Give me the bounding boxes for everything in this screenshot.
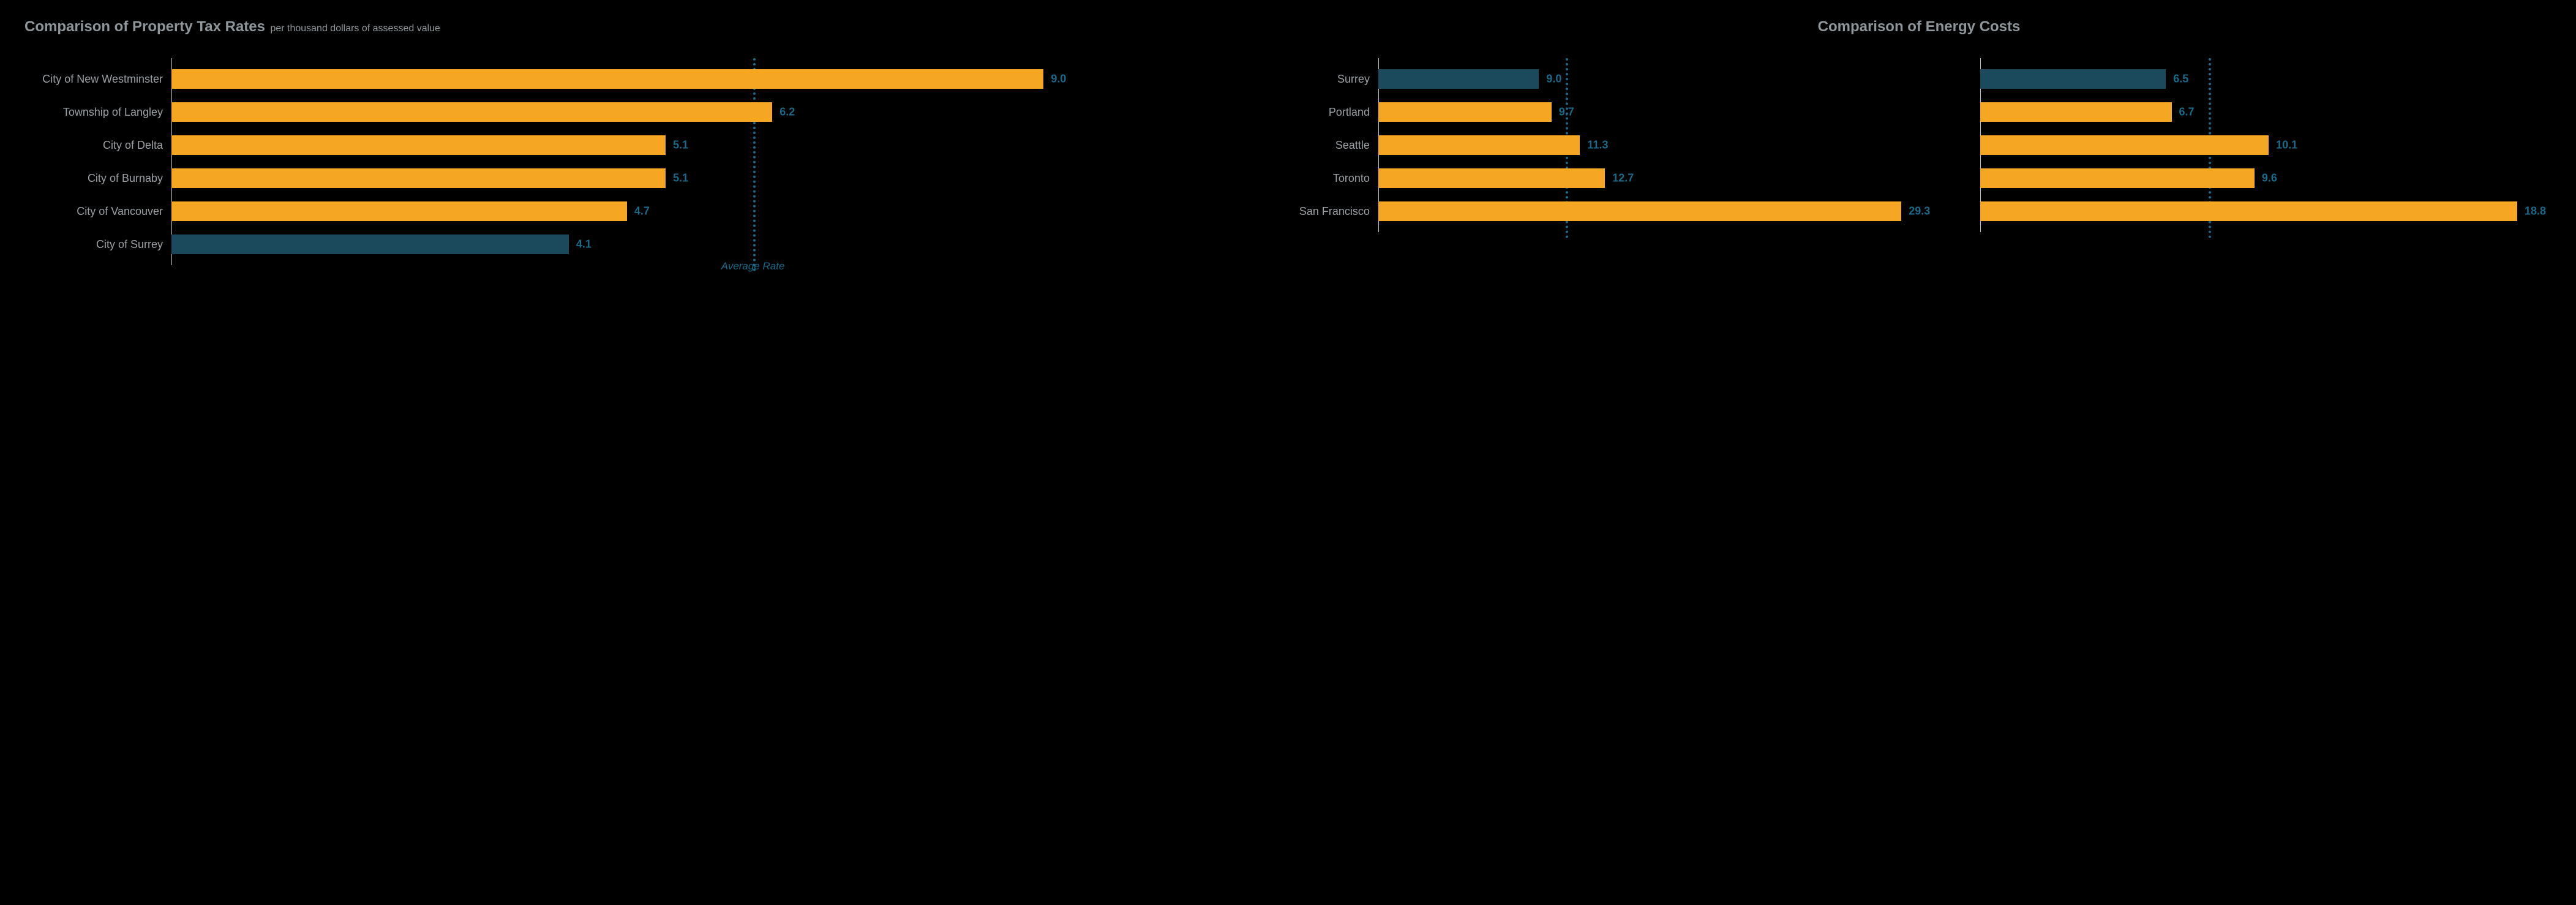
tax-chart: City of New Westminster 9.0 Township of La… [24,69,1237,254]
energy-bar [1980,168,2255,188]
tax-bar-area: 5.1 [171,168,1237,188]
tax-title: Comparison of Property Tax Rates [24,18,265,35]
energy-labels-col: Surrey Portland Seattle Toronto San Francisc… [1286,69,1378,221]
energy-row-label: San Francisco [1286,201,1378,221]
tax-rates-panel: Comparison of Property Tax Rates per tho… [24,18,1237,268]
energy-row: 11.3 [1378,135,1950,155]
energy-bar [1378,102,1552,122]
tax-value: 5.1 [673,172,688,185]
tax-subtitle: per thousand dollars of assessed value [270,23,440,34]
tax-row: City of New Westminster 9.0 [24,69,1237,89]
tax-row-label: City of Vancouver [24,205,171,218]
tax-bar [171,168,666,188]
tax-row: City of Surrey 4.1 [24,235,1237,254]
tax-average-label: Average Rate [721,260,785,272]
tax-bar-area: 5.1 [171,135,1237,155]
tax-row: City of Vancouver 4.7 [24,201,1237,221]
tax-row-label: Township of Langley [24,106,171,119]
energy-row: 9.0 [1378,69,1950,89]
energy-value: 12.7 [1612,172,1634,185]
energy-value: 18.8 [2525,205,2546,218]
energy-bar-highlight [1980,69,2166,89]
tax-bar [171,69,1043,89]
energy-bar [1378,135,1580,155]
energy-value: 9.6 [2262,172,2277,185]
energy-value: 11.3 [1587,139,1608,152]
energy-value: 10.1 [2276,139,2297,152]
energy-value: 6.5 [2173,73,2188,86]
tax-row: City of Delta 5.1 [24,135,1237,155]
tax-bar-area: 9.0 [171,69,1237,89]
energy-bar [1980,135,2269,155]
energy-bar [1980,201,2517,221]
tax-bar [171,102,772,122]
energy-row: 18.8 [1980,201,2552,221]
tax-bar-highlight [171,235,569,254]
tax-row-label: City of Delta [24,139,171,152]
energy-chart: Surrey Portland Seattle Toronto San Francisc… [1286,69,2552,221]
energy-row-label: Surrey [1286,69,1378,89]
tax-row-label: City of Surrey [24,238,171,251]
energy-row-label: Seattle [1286,135,1378,155]
energy-bar [1378,168,1605,188]
energy-row: 29.3 [1378,201,1950,221]
tax-row: City of Burnaby 5.1 [24,168,1237,188]
tax-bar [171,135,666,155]
tax-bar-area: 4.7 [171,201,1237,221]
energy-subchart-1: 9.0 9.7 11.3 12.7 29.3 [1378,69,1950,221]
energy-row: 12.7 [1378,168,1950,188]
tax-row-label: City of New Westminster [24,73,171,86]
tax-value: 4.1 [576,238,591,251]
tax-value: 6.2 [779,106,795,119]
energy-bar-highlight [1378,69,1539,89]
energy-costs-panel: Comparison of Energy Costs Surrey Portlan… [1286,18,2552,268]
energy-row: 6.5 [1980,69,2552,89]
energy-value: 6.7 [2179,106,2195,119]
energy-subchart-2: 6.5 6.7 10.1 9.6 18.8 [1980,69,2552,221]
energy-row: 6.7 [1980,102,2552,122]
energy-value: 29.3 [1909,205,1930,218]
energy-value: 9.7 [1559,106,1574,119]
energy-row: 9.6 [1980,168,2552,188]
tax-bar [171,201,627,221]
energy-title-row: Comparison of Energy Costs [1286,18,2552,36]
tax-row: Township of Langley 6.2 [24,102,1237,122]
tax-bar-area: 6.2 [171,102,1237,122]
tax-value: 9.0 [1051,73,1066,86]
dashboard: Comparison of Property Tax Rates per tho… [24,18,2552,268]
energy-row-label: Toronto [1286,168,1378,188]
energy-row-label: Portland [1286,102,1378,122]
tax-bar-area: 4.1 [171,235,1237,254]
energy-row: 10.1 [1980,135,2552,155]
energy-title: Comparison of Energy Costs [1818,18,2021,35]
energy-bar [1980,102,2172,122]
tax-value: 4.7 [634,205,650,218]
energy-value: 9.0 [1546,73,1561,86]
tax-value: 5.1 [673,139,688,152]
energy-bar [1378,201,1901,221]
energy-row: 9.7 [1378,102,1950,122]
tax-row-label: City of Burnaby [24,172,171,185]
tax-title-row: Comparison of Property Tax Rates per tho… [24,18,1237,36]
